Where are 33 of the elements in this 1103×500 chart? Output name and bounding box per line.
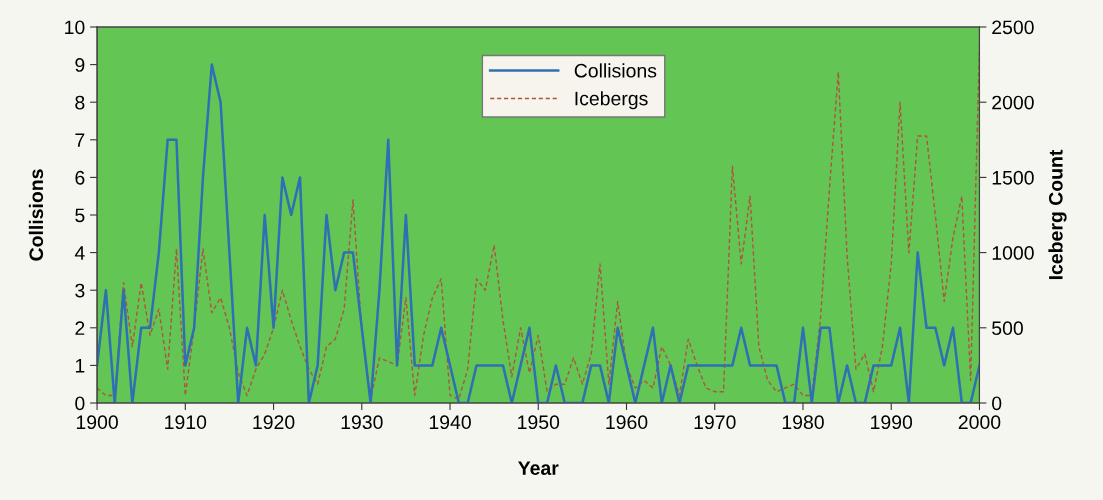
x-axis-title: Year bbox=[518, 461, 559, 475]
y-tick-label: 2 bbox=[75, 321, 85, 335]
legend-label: Collisions bbox=[574, 63, 657, 78]
y2-tick-label: 2000 bbox=[992, 95, 1034, 110]
y-tick-label: 0 bbox=[75, 396, 85, 411]
y-tick-label: 9 bbox=[75, 58, 85, 72]
x-tick-label: 1920 bbox=[253, 415, 295, 430]
x-tick-label: 1900 bbox=[76, 415, 118, 430]
y2-tick-label: 1500 bbox=[992, 170, 1034, 185]
y-tick-label: 8 bbox=[75, 95, 85, 110]
y-tick-label: 10 bbox=[65, 20, 85, 35]
y2-tick-label: 0 bbox=[992, 396, 1002, 411]
y-tick-label: 1 bbox=[75, 359, 85, 373]
x-tick-label: 1980 bbox=[782, 415, 824, 430]
y-axis-title: Collisions bbox=[28, 169, 44, 261]
y2-tick-label: 1000 bbox=[992, 246, 1034, 260]
x-tick-label: 2000 bbox=[958, 415, 1001, 430]
y-tick-label: 6 bbox=[75, 170, 85, 185]
y-tick-label: 3 bbox=[75, 283, 85, 298]
x-tick-label: 1960 bbox=[606, 415, 648, 430]
y2-tick-label: 2500 bbox=[992, 20, 1034, 35]
x-tick-label: 1950 bbox=[518, 415, 560, 430]
x-tick-label: 1910 bbox=[165, 415, 207, 430]
y2-tick-label: 500 bbox=[992, 321, 1023, 336]
y2-axis-title: Iceberg Count bbox=[1048, 149, 1067, 280]
x-tick-label: 1940 bbox=[429, 415, 471, 430]
y-tick-label: 4 bbox=[74, 246, 85, 260]
y-tick-label: 5 bbox=[75, 208, 85, 223]
y-tick-label: 7 bbox=[75, 133, 85, 147]
x-tick-label: 1990 bbox=[871, 415, 913, 430]
x-tick-label: 1930 bbox=[341, 415, 383, 430]
legend-label: Icebergs bbox=[575, 91, 648, 110]
x-tick-label: 1970 bbox=[694, 415, 736, 430]
